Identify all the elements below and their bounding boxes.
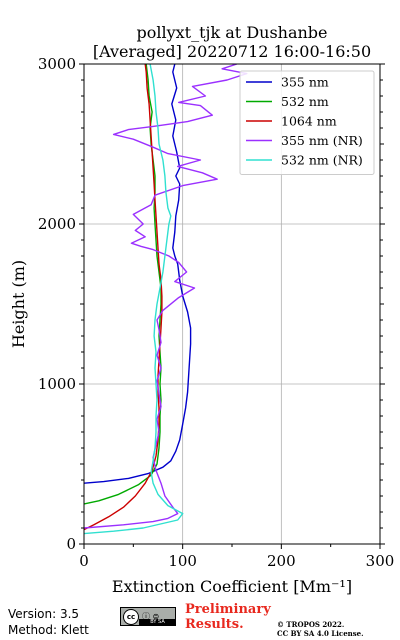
copyright-line-1: © TROPOS 2022. [277,620,345,629]
x-axis-label: Extinction Coefficient [Mm⁻¹] [112,577,352,596]
chart-subtitle: [Averaged] 20220712 16:00-16:50 [93,42,371,61]
series-line-532-nm-nr- [84,64,184,535]
by-sa-text: BY SA [139,619,176,625]
extinction-profile-chart: pollyxt_tjk at Dushanbe [Averaged] 20220… [9,23,395,596]
by-sa-icon: ⓘ ⊜ [142,612,160,621]
y-tick-label: 0 [66,535,76,553]
series-lines [84,64,248,535]
y-tick-label: 3000 [38,55,76,73]
method-text: Method: Klett [8,623,89,637]
series-line-355-nm [84,64,192,484]
copyright-line-2: CC BY SA 4.0 License. [277,629,364,638]
legend-box [239,70,375,175]
preliminary-line-1: Preliminary [185,602,271,617]
x-tick-label: 0 [79,552,89,570]
y-tick-label: 1000 [38,375,76,393]
y-tick-label: 2000 [38,215,76,233]
legend-label: 355 nm (NR) [281,133,363,148]
legend-label: 532 nm [281,94,329,109]
chart-title: pollyxt_tjk at Dushanbe [136,23,327,42]
cc-icon: cc [123,608,139,625]
legend-label: 355 nm [281,75,329,90]
y-axis-label: Height (m) [9,260,28,348]
legend-label: 1064 nm [281,114,337,129]
footer-info: Version: 3.5 Method: Klett [8,606,89,638]
copyright-note: © TROPOS 2022. CC BY SA 4.0 License. [277,620,364,638]
preliminary-note: Preliminary Results. [185,602,271,632]
x-tick-label: 100 [168,552,197,570]
version-text: Version: 3.5 [8,607,80,621]
preliminary-line-2: Results. [185,617,244,632]
series-line-355-nm-nr- [84,64,248,529]
cc-license-badge: cc ⓘ ⊜ BY SA [120,607,176,626]
series-line-532-nm [84,64,162,505]
x-tick-label: 300 [366,552,395,570]
x-tick-label: 200 [267,552,296,570]
legend-label: 532 nm (NR) [281,153,363,168]
legend: 355 nm 532 nm 1064 nm 355 nm (NR) 532 nm (NR… [239,70,375,175]
